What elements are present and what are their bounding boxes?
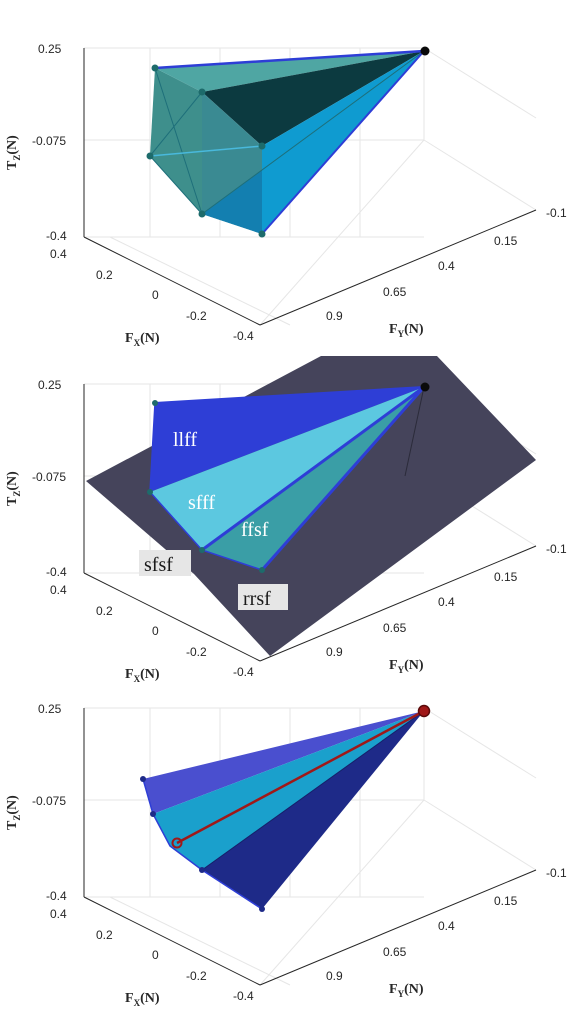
ztick-bot-0: 0.25 bbox=[38, 702, 62, 716]
face-top-blue bbox=[143, 711, 424, 814]
ytick-top-0: -0.1 bbox=[546, 206, 567, 220]
ztick-top-1: -0.075 bbox=[32, 134, 66, 148]
xtick-bot-3: -0.2 bbox=[186, 969, 207, 983]
label-ffsf: ffsf bbox=[241, 519, 269, 541]
xtick-bot-4: -0.4 bbox=[233, 989, 254, 1003]
svg-text:TZ(N): TZ(N) bbox=[5, 135, 22, 170]
panel-top: 0.25 -0.075 -0.4 0.4 0.2 0 -0.2 -0.4 -0.… bbox=[5, 42, 567, 348]
ztick-mid-1: -0.075 bbox=[32, 470, 66, 484]
polytope-top bbox=[146, 46, 430, 238]
label-rrsf: rrsf bbox=[243, 588, 271, 610]
xtick-top-0: 0.4 bbox=[50, 247, 67, 261]
zlabel-bot: TZ(N) bbox=[5, 795, 22, 830]
ytick-top-1: 0.15 bbox=[494, 234, 518, 248]
label-sfsf: sfsf bbox=[144, 554, 173, 576]
ytick-mid-1: 0.15 bbox=[494, 570, 518, 584]
ytick-mid-3: 0.65 bbox=[383, 621, 407, 635]
face-sfff bbox=[150, 387, 424, 550]
svg-text:TZ(N): TZ(N) bbox=[5, 795, 22, 830]
ytick-top-2: 0.4 bbox=[438, 259, 455, 273]
ytick-mid-0: -0.1 bbox=[546, 542, 567, 556]
panel-middle: llff sfff ffsf sfsf rrsf 0.25 -0.075 -0.… bbox=[5, 356, 567, 684]
ylabel-top: FY(N) bbox=[389, 322, 424, 339]
xlabel-mid: FX(N) bbox=[125, 667, 160, 684]
ylabel-mid: FY(N) bbox=[389, 658, 424, 675]
ytick-mid-4: 0.9 bbox=[326, 645, 343, 659]
ytick-bot-2: 0.4 bbox=[438, 919, 455, 933]
xtick-mid-3: -0.2 bbox=[186, 645, 207, 659]
ztick-top-2: -0.4 bbox=[46, 229, 67, 243]
apex-top bbox=[420, 46, 430, 56]
xtick-mid-2: 0 bbox=[152, 624, 159, 638]
ytick-mid-2: 0.4 bbox=[438, 595, 455, 609]
ytick-bot-0: -0.1 bbox=[546, 866, 567, 880]
polytope-bottom bbox=[140, 704, 431, 912]
ytick-top-3: 0.65 bbox=[383, 285, 407, 299]
ytick-bot-1: 0.15 bbox=[494, 894, 518, 908]
svg-text:TZ(N): TZ(N) bbox=[5, 471, 22, 506]
vertices-top bbox=[146, 64, 266, 238]
xtick-mid-1: 0.2 bbox=[96, 604, 113, 618]
force-line bbox=[176, 709, 425, 845]
apex-bottom bbox=[417, 704, 431, 718]
xlabel-top: FX(N) bbox=[125, 331, 160, 348]
face-ffsf bbox=[202, 387, 424, 570]
xtick-bot-1: 0.2 bbox=[96, 928, 113, 942]
ytick-bot-4: 0.9 bbox=[326, 969, 343, 983]
ztick-mid-2: -0.4 bbox=[46, 565, 67, 579]
face-dark bbox=[202, 51, 424, 146]
xtick-bot-2: 0 bbox=[152, 948, 159, 962]
polytope-middle bbox=[147, 382, 430, 573]
ztick-bot-2: -0.4 bbox=[46, 889, 67, 903]
xtick-top-3: -0.2 bbox=[186, 309, 207, 323]
label-rrsf-box bbox=[238, 584, 288, 610]
label-sfsf-box bbox=[139, 550, 191, 576]
face-navy bbox=[202, 711, 424, 909]
ztick-mid-0: 0.25 bbox=[38, 378, 62, 392]
ztick-top-0: 0.25 bbox=[38, 42, 62, 56]
xtick-mid-0: 0.4 bbox=[50, 583, 67, 597]
xtick-mid-4: -0.4 bbox=[233, 665, 254, 679]
ytick-bot-3: 0.65 bbox=[383, 945, 407, 959]
ytick-top-4: 0.9 bbox=[326, 309, 343, 323]
xtick-bot-0: 0.4 bbox=[50, 907, 67, 921]
zlabel-mid: TZ(N) bbox=[5, 471, 22, 506]
zlabel-top: TZ(N) bbox=[5, 135, 22, 170]
ztick-bot-1: -0.075 bbox=[32, 794, 66, 808]
xtick-top-4: -0.4 bbox=[233, 329, 254, 343]
face-steel bbox=[153, 711, 424, 870]
label-llff: llff bbox=[173, 429, 197, 451]
apex-middle bbox=[420, 382, 430, 392]
panel-bottom: 0.25 -0.075 -0.4 0.4 0.2 0 -0.2 -0.4 -0.… bbox=[5, 702, 567, 1008]
face-left bbox=[150, 68, 202, 214]
ylabel-bot: FY(N) bbox=[389, 982, 424, 999]
label-sfff: sfff bbox=[188, 492, 215, 514]
xtick-top-2: 0 bbox=[152, 288, 159, 302]
face-bottom bbox=[202, 170, 262, 234]
xtick-top-1: 0.2 bbox=[96, 268, 113, 282]
force-start bbox=[171, 837, 183, 849]
xlabel-bot: FX(N) bbox=[125, 991, 160, 1008]
face-back bbox=[155, 51, 424, 92]
